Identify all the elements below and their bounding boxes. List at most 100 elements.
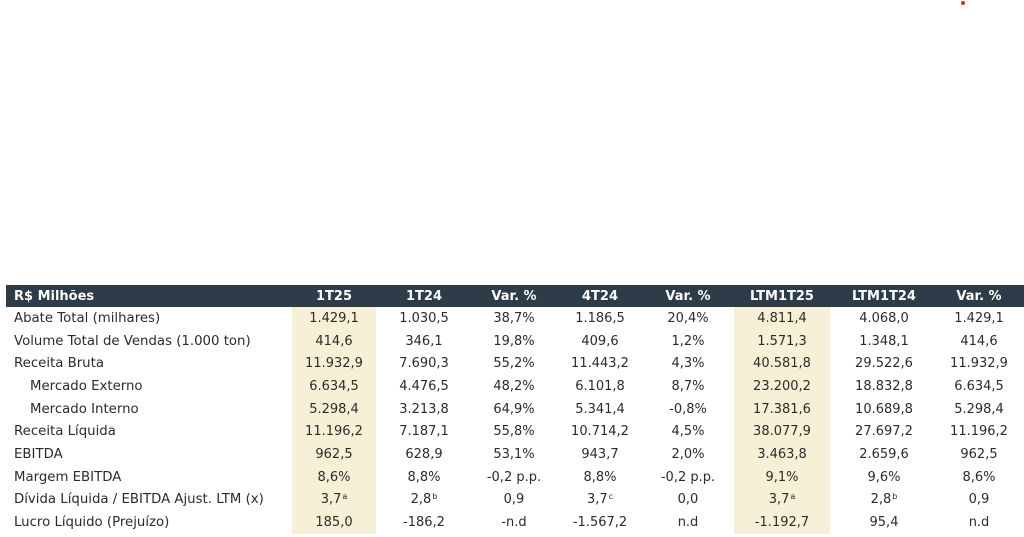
cell-value: n.d bbox=[677, 515, 699, 531]
cell-value: 95,4 bbox=[869, 515, 899, 531]
cell-value: 5.341,4 bbox=[575, 401, 625, 417]
row-value-col-3: 55,8% bbox=[472, 420, 556, 443]
cell-value: 11.196,2 bbox=[305, 424, 363, 440]
row-value-col-1: 185,0 bbox=[292, 511, 376, 534]
row-value-col-6: 9,1% bbox=[734, 466, 830, 489]
cell-value: 8,8% bbox=[407, 469, 441, 485]
table-row: Receita Líquida 11.196,2 7.187,1 55,8% 10.71… bbox=[6, 420, 1024, 443]
cell-value: 55,8% bbox=[493, 424, 535, 440]
cell-value: 414,6 bbox=[960, 333, 998, 349]
header-col-1: 1T25 bbox=[315, 288, 352, 304]
row-value-col-2: 8,8% bbox=[382, 466, 466, 489]
cell-value: 3,7 bbox=[768, 492, 790, 508]
cell-value: 11.443,2 bbox=[571, 356, 629, 372]
cell-value: 4.476,5 bbox=[399, 378, 449, 394]
table-row: Lucro Líquido (Prejuízo) 185,0 -186,2 -n.d -… bbox=[6, 511, 1024, 534]
cell-value: 0,9 bbox=[968, 492, 990, 508]
header-col-2: 1T24 bbox=[405, 288, 442, 304]
row-value-col-8: 11.196,2 bbox=[934, 420, 1024, 443]
cell-value: -186,2 bbox=[403, 515, 445, 531]
header-col-5: Var. % bbox=[665, 288, 711, 304]
table-row: Receita Bruta 11.932,9 7.690,3 55,2% 11.443,… bbox=[6, 352, 1024, 375]
row-label: Abate Total (milhares) bbox=[14, 310, 161, 326]
row-value-col-5: 2,0% bbox=[646, 443, 730, 466]
row-label: Receita Bruta bbox=[14, 356, 104, 372]
row-value-col-4: 11.443,2 bbox=[558, 352, 642, 375]
cell-value: 7.187,1 bbox=[399, 424, 449, 440]
cell-value: 8,7% bbox=[671, 378, 705, 394]
row-value-col-8: 6.634,5 bbox=[934, 375, 1024, 398]
row-value-col-4: -1.567,2 bbox=[558, 511, 642, 534]
row-value-col-3: -0,2 p.p. bbox=[472, 466, 556, 489]
cell-value: 5.298,4 bbox=[954, 401, 1004, 417]
cell-value: 17.381,6 bbox=[753, 401, 811, 417]
cell-value: 4,5% bbox=[671, 424, 705, 440]
row-value-col-3: 38,7% bbox=[472, 307, 556, 330]
header-col-8: Var. % bbox=[956, 288, 1002, 304]
row-label: Receita Líquida bbox=[14, 424, 116, 440]
header-col-3: Var. % bbox=[491, 288, 537, 304]
cell-value: 29.522,6 bbox=[855, 356, 913, 372]
header-label: R$ Milhões bbox=[14, 288, 95, 304]
row-value-col-2: 7.690,3 bbox=[382, 352, 466, 375]
row-value-col-1: 8,6% bbox=[292, 466, 376, 489]
row-value-col-5: n.d bbox=[646, 511, 730, 534]
row-value-col-3: 53,1% bbox=[472, 443, 556, 466]
row-label: Mercado Externo bbox=[30, 378, 143, 394]
row-label: Dívida Líquida / EBITDA Ajust. LTM (x) bbox=[14, 492, 264, 508]
row-value-col-7: 2.659,6 bbox=[836, 443, 932, 466]
cell-value: 3,7 bbox=[586, 492, 608, 508]
cell-value: 3.463,8 bbox=[757, 446, 807, 462]
cell-value: 0,0 bbox=[677, 492, 699, 508]
cell-value: 7.690,3 bbox=[399, 356, 449, 372]
cell-value: 8,6% bbox=[962, 469, 996, 485]
row-value-col-6: -1.192,7 bbox=[734, 511, 830, 534]
row-value-col-8: 8,6% bbox=[934, 466, 1024, 489]
header-col-7: LTM1T24 bbox=[852, 288, 916, 304]
row-value-col-5: 1,2% bbox=[646, 330, 730, 353]
cell-value: 55,2% bbox=[493, 356, 535, 372]
cell-value: 40.581,8 bbox=[753, 356, 811, 372]
row-label: EBITDA bbox=[14, 446, 63, 462]
row-value-col-4: 409,6 bbox=[558, 330, 642, 353]
cell-value: 4,3% bbox=[671, 356, 705, 372]
cell-value: 1.186,5 bbox=[575, 310, 625, 326]
cell-value: 2.659,6 bbox=[859, 446, 909, 462]
accent-dot bbox=[961, 1, 965, 5]
cell-value: 628,9 bbox=[405, 446, 443, 462]
row-value-col-4: 943,7 bbox=[558, 443, 642, 466]
cell-value: 18.832,8 bbox=[855, 378, 913, 394]
row-value-col-1: 5.298,4 bbox=[292, 398, 376, 421]
cell-value: 2,8 bbox=[870, 492, 892, 508]
cell-value: 1.571,3 bbox=[757, 333, 807, 349]
row-value-col-8: 0,9 bbox=[934, 489, 1024, 512]
header-col-4: 4T24 bbox=[581, 288, 618, 304]
cell-value: -0,8% bbox=[669, 401, 707, 417]
cell-value: -0,2 p.p. bbox=[660, 469, 716, 485]
cell-value: 1.429,1 bbox=[954, 310, 1004, 326]
row-value-col-4: 8,8% bbox=[558, 466, 642, 489]
cell-value: 8,6% bbox=[317, 469, 351, 485]
table-row: EBITDA 962,5 628,9 53,1% 943,7 2,0% 3.463,8 2.6… bbox=[6, 443, 1024, 466]
row-value-col-7: 4.068,0 bbox=[836, 307, 932, 330]
header-col-6: LTM1T25 bbox=[750, 288, 814, 304]
row-value-col-1: 1.429,1 bbox=[292, 307, 376, 330]
row-value-col-4: 1.186,5 bbox=[558, 307, 642, 330]
row-value-col-5: -0,2 p.p. bbox=[646, 466, 730, 489]
row-value-col-1: 11.932,9 bbox=[292, 352, 376, 375]
row-label: Lucro Líquido (Prejuízo) bbox=[14, 515, 170, 531]
table-row: Margem EBITDA 8,6% 8,8% -0,2 p.p. 8,8% -0,2 p… bbox=[6, 466, 1024, 489]
cell-value: 11.932,9 bbox=[950, 356, 1008, 372]
row-value-col-2: 1.030,5 bbox=[382, 307, 466, 330]
cell-value: 1.030,5 bbox=[399, 310, 449, 326]
cell-value: 53,1% bbox=[493, 446, 535, 462]
row-value-col-3: 19,8% bbox=[472, 330, 556, 353]
cell-value: -0,2 p.p. bbox=[486, 469, 542, 485]
cell-value: 4.068,0 bbox=[859, 310, 909, 326]
cell-value: 19,8% bbox=[493, 333, 535, 349]
row-value-col-6: 40.581,8 bbox=[734, 352, 830, 375]
cell-value: 3,7 bbox=[320, 492, 342, 508]
row-value-col-6: 3,7 a bbox=[768, 491, 796, 508]
row-value-col-8: 11.932,9 bbox=[934, 352, 1024, 375]
row-value-col-6: 4.811,4 bbox=[734, 307, 830, 330]
